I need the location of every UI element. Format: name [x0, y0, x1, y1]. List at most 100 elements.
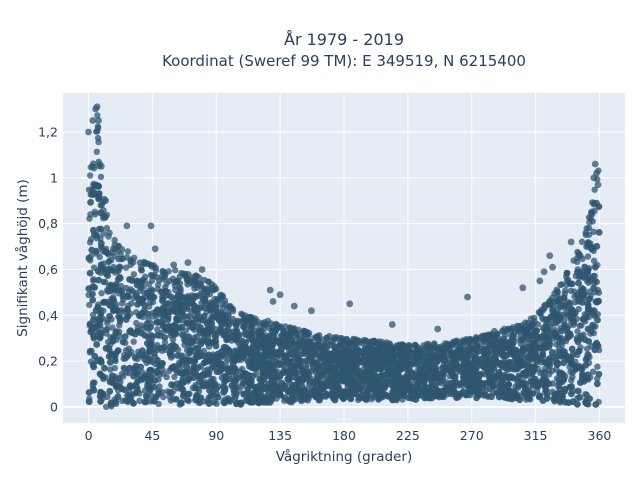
- data-point: [323, 360, 331, 368]
- data-point: [165, 300, 172, 307]
- data-point: [390, 385, 398, 392]
- y-tick-labels: 0 0,2 0,4 0,6 0,8 1 1,2: [38, 124, 58, 414]
- outlier-point: [266, 286, 274, 294]
- data-point: [246, 350, 253, 357]
- data-point: [239, 382, 246, 390]
- data-point: [592, 401, 600, 408]
- outlier-point: [85, 128, 92, 136]
- data-point: [165, 308, 173, 316]
- data-point: [481, 338, 488, 345]
- data-point: [191, 357, 199, 365]
- data-point: [247, 357, 255, 364]
- data-point: [204, 339, 212, 347]
- data-point: [317, 380, 325, 388]
- data-point: [591, 186, 598, 193]
- data-point: [96, 393, 104, 400]
- data-point: [87, 198, 94, 206]
- data-point: [393, 396, 400, 404]
- data-point: [116, 383, 124, 391]
- data-point: [195, 372, 203, 380]
- data-point: [345, 361, 353, 369]
- data-point: [520, 360, 528, 367]
- data-point: [86, 320, 94, 328]
- outlier-point: [519, 284, 527, 292]
- data-point: [251, 352, 259, 360]
- data-point: [111, 253, 118, 260]
- data-point: [531, 339, 538, 347]
- data-point: [406, 346, 413, 353]
- data-point: [127, 396, 135, 404]
- outlier-point: [276, 291, 284, 299]
- data-point: [156, 383, 163, 390]
- data-point: [285, 397, 293, 404]
- data-point: [95, 193, 103, 200]
- data-point: [516, 328, 523, 335]
- data-point: [206, 303, 213, 310]
- data-point: [475, 372, 483, 379]
- data-point: [168, 381, 176, 389]
- data-point: [585, 296, 593, 303]
- data-point: [170, 322, 177, 330]
- data-point: [220, 383, 228, 391]
- y-tick-label: 0: [50, 399, 58, 414]
- outlier-point: [308, 307, 315, 315]
- y-tick-label: 0,2: [38, 354, 58, 369]
- data-point: [473, 358, 481, 366]
- data-point: [172, 330, 180, 338]
- data-point: [452, 358, 459, 366]
- data-point: [109, 324, 116, 331]
- data-point: [407, 369, 415, 377]
- data-point: [126, 328, 134, 336]
- data-point: [375, 362, 383, 370]
- data-point: [86, 239, 94, 246]
- data-point: [192, 272, 199, 279]
- data-point: [460, 360, 468, 368]
- data-point: [560, 371, 567, 378]
- data-point: [121, 333, 129, 340]
- outlier-point: [593, 169, 600, 177]
- data-point: [490, 376, 497, 384]
- data-point: [115, 375, 123, 383]
- data-point: [447, 342, 454, 349]
- data-point: [126, 276, 133, 283]
- data-point: [200, 352, 208, 360]
- data-point: [126, 364, 134, 372]
- data-point: [495, 393, 503, 401]
- data-point: [271, 387, 279, 395]
- outlier-point: [567, 238, 575, 246]
- data-point: [568, 345, 576, 353]
- data-point: [382, 363, 389, 371]
- data-point: [347, 395, 355, 403]
- data-point: [529, 390, 537, 397]
- data-point: [442, 340, 449, 347]
- data-point: [578, 238, 586, 245]
- data-point: [233, 322, 240, 329]
- data-point: [315, 367, 323, 375]
- data-point: [396, 388, 404, 396]
- data-point: [109, 296, 117, 304]
- data-point: [567, 287, 574, 294]
- data-point: [558, 281, 565, 288]
- data-point: [365, 347, 373, 355]
- data-point: [152, 309, 160, 317]
- data-point: [408, 353, 415, 361]
- data-point: [560, 359, 567, 367]
- data-point: [179, 379, 187, 387]
- data-point: [559, 302, 567, 309]
- data-point: [574, 328, 581, 335]
- data-point: [185, 376, 192, 383]
- data-point: [133, 384, 141, 392]
- data-point: [480, 380, 488, 388]
- outlier-point: [93, 103, 101, 111]
- x-tick-label: 315: [524, 428, 548, 443]
- data-point: [174, 352, 182, 359]
- data-point: [555, 334, 562, 341]
- data-point: [227, 303, 234, 310]
- data-point: [124, 248, 132, 255]
- data-points: [85, 103, 603, 410]
- data-point: [154, 331, 162, 339]
- data-point: [106, 387, 114, 395]
- data-point: [106, 378, 114, 386]
- data-point: [542, 324, 550, 332]
